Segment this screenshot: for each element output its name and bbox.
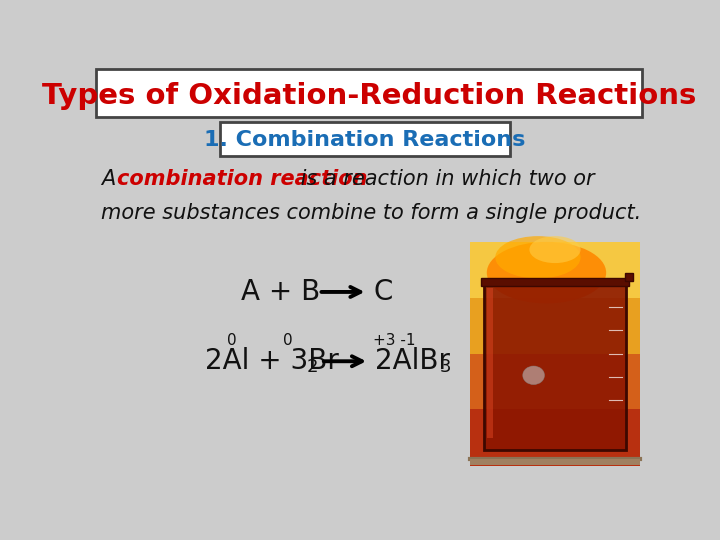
Text: 2Al + 3Br: 2Al + 3Br xyxy=(204,347,338,375)
Text: 0: 0 xyxy=(227,333,237,348)
Bar xyxy=(469,409,640,466)
Text: 2: 2 xyxy=(306,359,318,376)
Text: +3 -1: +3 -1 xyxy=(374,333,416,348)
Bar xyxy=(469,459,640,465)
Text: combination reaction: combination reaction xyxy=(117,169,368,189)
Bar xyxy=(469,242,640,299)
Ellipse shape xyxy=(523,366,544,384)
Ellipse shape xyxy=(487,242,606,303)
Text: more substances combine to form a single product.: more substances combine to form a single… xyxy=(101,202,641,222)
Bar xyxy=(469,354,640,410)
Bar xyxy=(469,298,640,354)
Text: A + B: A + B xyxy=(241,278,320,306)
FancyBboxPatch shape xyxy=(220,122,510,156)
FancyBboxPatch shape xyxy=(484,284,626,450)
Bar xyxy=(487,288,493,438)
Bar xyxy=(481,278,629,286)
Text: is a reaction in which two or: is a reaction in which two or xyxy=(294,169,595,189)
Text: 2AlBr: 2AlBr xyxy=(375,347,450,375)
Ellipse shape xyxy=(495,236,580,279)
Text: A: A xyxy=(101,169,122,189)
Text: 1. Combination Reactions: 1. Combination Reactions xyxy=(204,130,526,150)
Bar xyxy=(625,273,632,281)
Text: 0: 0 xyxy=(283,333,292,348)
Ellipse shape xyxy=(529,236,580,263)
Text: C: C xyxy=(374,278,393,306)
Text: Types of Oxidation-Reduction Reactions: Types of Oxidation-Reduction Reactions xyxy=(42,82,696,110)
FancyBboxPatch shape xyxy=(96,70,642,117)
Text: 3: 3 xyxy=(439,359,451,376)
